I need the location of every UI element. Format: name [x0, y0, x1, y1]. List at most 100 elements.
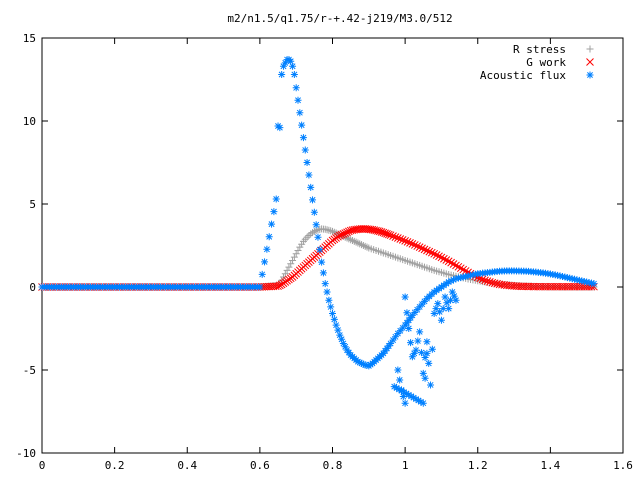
g-work-point: [396, 235, 405, 243]
acoustic-flux-point: [447, 277, 455, 285]
acoustic-flux-point: [405, 391, 413, 399]
r-stress-point: [294, 246, 302, 254]
acoustic-flux-point: [278, 71, 286, 79]
acoustic-flux-point: [396, 376, 404, 384]
r-stress-point: [298, 240, 306, 248]
r-stress-point: [305, 232, 313, 240]
y-tick-label: 5: [29, 198, 36, 211]
g-work-point: [420, 245, 429, 254]
acoustic-flux-point: [294, 96, 302, 104]
acoustic-flux-point: [580, 277, 588, 285]
x-tick-label: 0.4: [177, 459, 197, 472]
r-stress-point: [345, 235, 353, 243]
acoustic-flux-point: [419, 399, 427, 407]
g-work-point: [486, 278, 494, 286]
acoustic-flux-point: [387, 339, 395, 347]
acoustic-flux-point: [301, 146, 309, 154]
acoustic-flux-point: [445, 305, 453, 313]
g-work-point: [493, 279, 501, 288]
acoustic-flux-point: [466, 271, 474, 279]
acoustic-flux-point: [428, 345, 436, 353]
y-tick-label: 15: [23, 32, 36, 45]
acoustic-flux-point: [435, 285, 443, 293]
r-stress-point: [354, 239, 362, 247]
g-work-point: [490, 279, 499, 288]
data-marks: [38, 56, 598, 407]
r-stress-point: [352, 238, 360, 246]
acoustic-flux-point: [389, 336, 397, 344]
acoustic-flux-point: [452, 275, 460, 283]
g-work-point: [483, 277, 492, 285]
acoustic-flux-point: [434, 300, 442, 308]
acoustic-flux-point: [401, 293, 409, 301]
r-stress-point: [307, 230, 315, 238]
acoustic-flux-point: [414, 396, 422, 404]
acoustic-flux-point: [319, 269, 327, 277]
y-tick-label: 0: [29, 281, 36, 294]
acoustic-flux-point: [336, 331, 344, 339]
r-stress-point: [361, 242, 369, 250]
acoustic-flux-point: [281, 59, 289, 67]
legend-label-acoustic-flux: Acoustic flux: [480, 69, 566, 82]
acoustic-flux-point: [554, 271, 562, 279]
g-work-point: [384, 230, 393, 239]
acoustic-flux-point: [272, 195, 280, 203]
acoustic-flux-point: [305, 171, 313, 179]
acoustic-flux-point: [452, 296, 460, 304]
acoustic-flux-point: [356, 359, 364, 367]
x-tick-label: 1.6: [613, 459, 633, 472]
g-work-point: [447, 258, 455, 267]
r-stress-point: [289, 256, 297, 264]
acoustic-flux-point: [433, 286, 441, 294]
acoustic-flux-point: [457, 274, 465, 282]
plot-frame: [41, 37, 624, 454]
legend-label-r-stress: R stress: [513, 43, 566, 56]
g-work-point: [406, 238, 414, 247]
g-work-point: [432, 251, 441, 259]
x-tick-label: 1.4: [540, 459, 560, 472]
r-stress-point: [325, 226, 333, 234]
acoustic-flux-point: [410, 394, 418, 402]
acoustic-flux-point: [436, 308, 444, 316]
acoustic-flux-point: [265, 233, 273, 241]
acoustic-flux-point: [448, 288, 456, 296]
y-tick-label: 10: [23, 115, 36, 128]
x-tick-label: 1.2: [468, 459, 488, 472]
g-work-point: [478, 275, 487, 284]
acoustic-flux-point: [412, 395, 420, 403]
r-stress-point: [347, 236, 355, 244]
acoustic-flux-point: [423, 349, 431, 357]
r-stress-point: [359, 242, 367, 249]
g-work-point: [452, 261, 460, 270]
acoustic-flux-point: [276, 124, 284, 132]
acoustic-flux-point: [427, 381, 435, 389]
r-stress-point: [303, 233, 311, 241]
acoustic-flux-point: [279, 62, 287, 70]
acoustic-flux-point: [443, 299, 451, 307]
acoustic-flux-point: [307, 183, 315, 191]
r-stress-point: [285, 263, 293, 271]
acoustic-flux-point: [462, 272, 470, 280]
acoustic-flux-point: [314, 233, 322, 241]
acoustic-flux-point: [405, 325, 413, 332]
acoustic-flux-point: [571, 275, 579, 283]
acoustic-flux-point: [578, 277, 586, 285]
acoustic-flux-point: [421, 374, 429, 382]
acoustic-flux-point: [417, 349, 425, 357]
y-tick-label: -10: [16, 447, 36, 460]
acoustic-flux-point: [573, 276, 581, 284]
r-stress-point: [281, 270, 289, 278]
r-stress-point: [296, 243, 304, 251]
acoustic-flux-point: [421, 354, 429, 362]
g-work-point: [418, 244, 426, 253]
g-work-point: [415, 243, 424, 252]
acoustic-flux-point: [263, 245, 271, 253]
acoustic-flux-point: [327, 303, 335, 311]
acoustic-flux-point: [410, 349, 418, 357]
acoustic-flux-point: [309, 196, 317, 204]
acoustic-flux-point: [296, 109, 304, 117]
acoustic-flux-point: [341, 343, 349, 351]
acoustic-flux-point: [287, 57, 295, 65]
